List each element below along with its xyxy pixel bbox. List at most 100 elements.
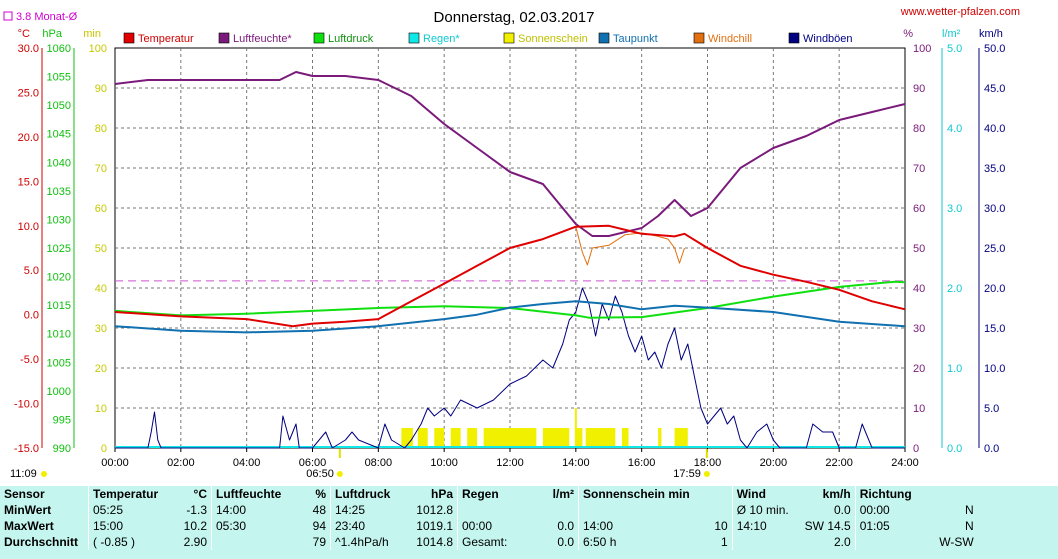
tick-label-wind: 30.0 [984, 203, 1005, 215]
press-avg-time: ^1.4hPa/h [330, 534, 401, 550]
hum-avg-time [211, 534, 292, 550]
tick-label-pressure: 1055 [47, 72, 71, 84]
tick-label-sun: 50 [95, 243, 107, 255]
tick-label-humidity: 40 [913, 283, 925, 295]
sunshine-bar [674, 428, 688, 448]
wind-max-time: 14:10 [731, 518, 799, 534]
press-max-time: 23:40 [330, 518, 401, 534]
tick-label-humidity: 50 [913, 243, 925, 255]
tick-label-temp: 30.0 [18, 43, 39, 55]
tick-label-pressure: 1035 [47, 186, 71, 198]
hdr-temp-unit: °C [193, 487, 207, 501]
tick-label-humidity: 60 [913, 203, 925, 215]
legend-label: Windchill [708, 33, 752, 45]
sunrise-time: 06:50 [306, 468, 334, 480]
temp-max-value: 10.2 [183, 519, 207, 533]
legend-swatch [503, 32, 515, 44]
sunshine-bar [450, 428, 461, 448]
tick-label-sun: 100 [89, 43, 107, 55]
hum-min-time: 14:00 [211, 502, 292, 518]
rain-max-time: 00:00 [457, 518, 526, 534]
dir-min-time: 00:00 [854, 502, 924, 518]
sun-min-value [694, 502, 733, 518]
tick-label-pressure: 1050 [47, 100, 71, 112]
sunshine-bar [417, 428, 428, 448]
stats-table: Sensor Temperatur °C Luftfeuchte % Luftd… [0, 486, 978, 550]
temp-avg-value: 2.90 [183, 535, 207, 549]
sun-min-time [577, 502, 694, 518]
series-windböen [115, 287, 905, 449]
tick-label-humidity: 30 [913, 323, 925, 335]
tick-label-temp: 0.0 [24, 310, 39, 322]
unit-label-sun: min [83, 28, 101, 40]
tick-label-temp: 20.0 [18, 132, 39, 144]
hdr-wind-unit: km/h [822, 487, 851, 501]
stats-panel: Sensor Temperatur °C Luftfeuchte % Luftd… [0, 486, 1058, 559]
x-tick-label: 22:00 [825, 457, 853, 469]
x-tick-label: 10:00 [430, 457, 458, 469]
tick-label-pressure: 1060 [47, 43, 71, 55]
sun-avg-value: 1 [721, 535, 728, 549]
tick-label-sun: 10 [95, 403, 107, 415]
stats-row-min: MinWert 05:25 -1.3 14:00 48 14:25 1012.8… [0, 502, 978, 518]
legend-label: Luftfeuchte* [233, 33, 292, 45]
rain-avg-value: 0.0 [557, 535, 574, 549]
tick-label-wind: 50.0 [984, 43, 1005, 55]
tick-label-humidity: 20 [913, 363, 925, 375]
hdr-rain-unit: l/m² [552, 487, 574, 501]
tick-label-temp: -5.0 [20, 354, 39, 366]
tick-label-sun: 60 [95, 203, 107, 215]
sunshine-bar [585, 428, 616, 448]
tick-label-humidity: 100 [913, 43, 931, 55]
wind-max-value: SW 14.5 [804, 519, 851, 533]
tick-label-rain: 4.0 [947, 123, 962, 135]
rain-min-time [457, 502, 526, 518]
legend-swatch [788, 32, 800, 44]
wind-avg-time [731, 534, 799, 550]
wind-min-time: Ø 10 min. [731, 502, 799, 518]
tick-label-pressure: 1045 [47, 129, 71, 141]
x-tick-label: 08:00 [365, 457, 393, 469]
sunshine-bar [574, 408, 577, 448]
legend-label: Windböen [803, 33, 853, 45]
dir-avg-time [854, 534, 924, 550]
tick-label-wind: 45.0 [984, 83, 1005, 95]
sun-max-time: 14:00 [577, 518, 694, 534]
legend-swatch [313, 32, 325, 44]
tick-label-rain: 2.0 [947, 283, 962, 295]
avg-legend-box [3, 11, 13, 21]
tick-label-pressure: 1030 [47, 214, 71, 226]
temp-avg-time: ( -0.85 ) [88, 534, 173, 550]
axis-units: °C hPa min% l/m² km/h [18, 28, 1003, 40]
x-tick-label: 06:00 [299, 457, 327, 469]
sunshine-bar [542, 428, 570, 448]
tick-label-sun: 90 [95, 83, 107, 95]
sun-max-value: 10 [714, 519, 728, 533]
chart-legend: Temperatur Luftfeuchte* Luftdruck Regen* Son… [123, 32, 853, 45]
sunshine-bar [658, 428, 662, 448]
press-min-time: 14:25 [330, 502, 401, 518]
tick-label-temp: -10.0 [14, 399, 39, 411]
hdr-hum-unit: % [315, 487, 326, 501]
temp-min-time: 05:25 [88, 502, 173, 518]
tick-label-rain: 3.0 [947, 203, 962, 215]
hdr-dir-blank [924, 486, 978, 502]
hum-max-value: 94 [312, 519, 326, 533]
dir-max-value: N [965, 519, 974, 533]
sunshine-bars [401, 408, 688, 448]
tick-label-wind: 40.0 [984, 123, 1005, 135]
sunshine-bar [575, 428, 583, 448]
tick-label-pressure: 1015 [47, 300, 71, 312]
unit-label-rain: l/m² [942, 28, 961, 40]
hdr-press: Luftdruck [330, 486, 401, 502]
tick-label-pressure: 1040 [47, 157, 71, 169]
tick-label-sun: 30 [95, 323, 107, 335]
website-label: www.wetter-pfalzen.com [900, 6, 1020, 18]
left-sun-icon [41, 471, 47, 477]
weather-chart: Donnerstag, 02.03.2017 www.wetter-pfalze… [3, 6, 1020, 480]
x-tick-label: 04:00 [233, 457, 261, 469]
tick-label-humidity: 80 [913, 123, 925, 135]
x-tick-label: 16:00 [628, 457, 656, 469]
legend-label: Sonnenschein [518, 33, 588, 45]
wind-avg-value: 2.0 [834, 535, 851, 549]
